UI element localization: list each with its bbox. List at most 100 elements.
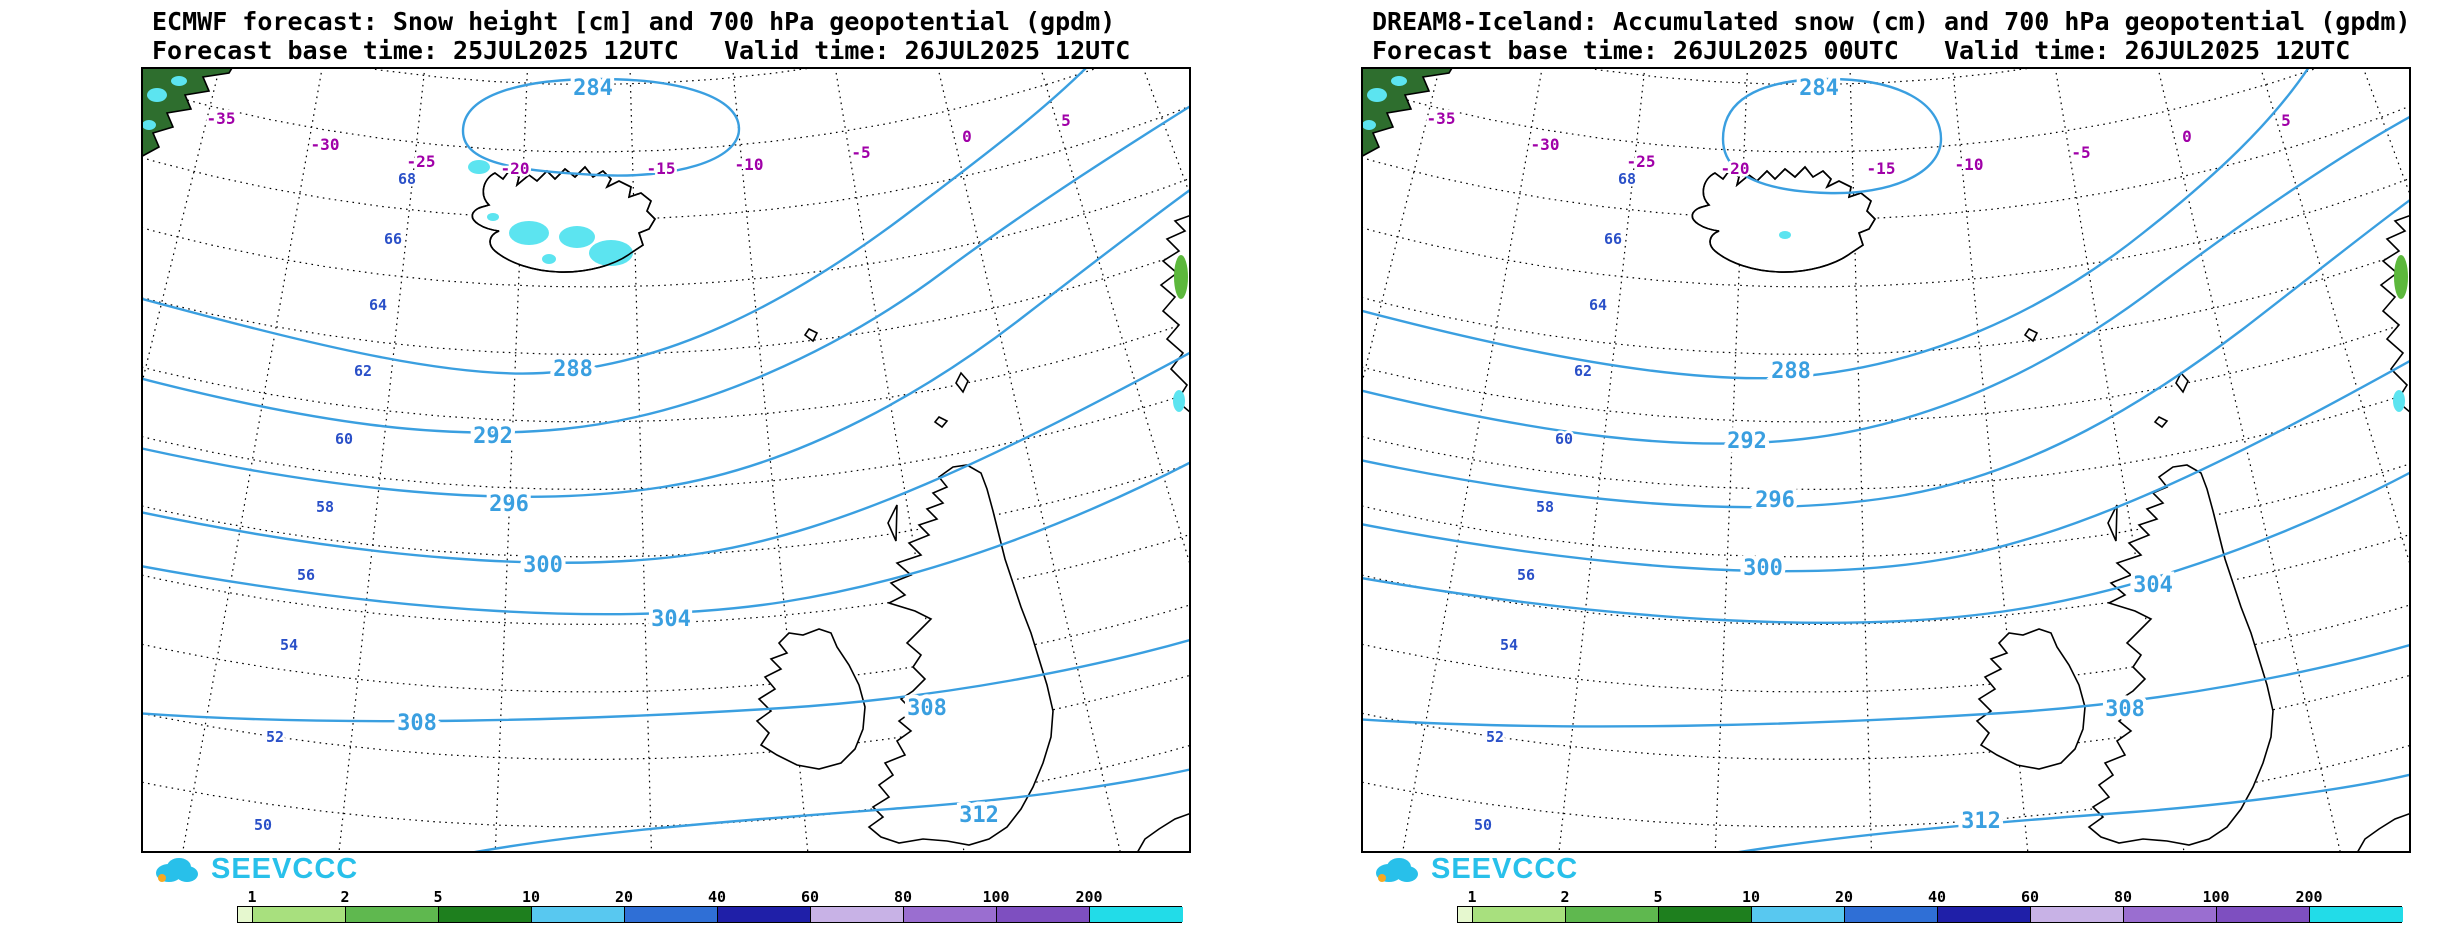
legend-tick-label: 60 xyxy=(800,888,820,906)
legend-tick-label: 10 xyxy=(521,888,541,906)
legend-segment xyxy=(1090,907,1183,922)
contour-line xyxy=(141,67,1089,375)
contour-labels: 284 288 292 296 300 304 308 308 312 xyxy=(393,72,1003,832)
legend-segment xyxy=(2310,907,2403,922)
contour-line xyxy=(1726,773,2411,853)
longitude-label: -15 xyxy=(1867,159,1896,178)
snow-area xyxy=(1367,88,1387,102)
legend-segment xyxy=(1938,907,2031,922)
contour-line xyxy=(1361,114,2411,445)
legend-tick-label: 10 xyxy=(1741,888,1761,906)
map-border xyxy=(141,67,1191,853)
latitude-line xyxy=(141,533,1191,626)
contour-label: 284 xyxy=(1799,76,1839,101)
contour-line xyxy=(463,768,1191,853)
great-britain-coast xyxy=(2087,464,2274,846)
longitude-label: -5 xyxy=(851,143,870,162)
legend-segment xyxy=(997,907,1090,922)
panel-ecmwf: ECMWF forecast: Snow height [cm] and 700… xyxy=(141,7,1191,923)
contour-label: 292 xyxy=(1727,429,1767,454)
meridian-line xyxy=(494,67,529,853)
longitude-label: 5 xyxy=(2281,111,2291,130)
snow-area xyxy=(142,120,156,130)
contour-label: 312 xyxy=(959,803,999,828)
snow-area xyxy=(542,254,556,264)
contour-line xyxy=(1721,77,1943,195)
legend-segment xyxy=(811,907,904,922)
island-coast xyxy=(2175,371,2189,394)
legend-tick-label: 1 xyxy=(1467,888,1477,906)
contour-line xyxy=(1361,643,2411,728)
geopotential-contours xyxy=(141,67,1191,853)
latitude-label: 60 xyxy=(335,430,353,448)
iceland-coast-outline xyxy=(471,165,657,273)
latitude-line xyxy=(1361,674,2411,761)
legend-segment xyxy=(253,907,346,922)
legend-tick-label: 200 xyxy=(1075,888,1103,906)
snow-area xyxy=(589,240,633,266)
longitude-label: -30 xyxy=(311,135,340,154)
latitude-line xyxy=(1361,320,2411,423)
snow-area xyxy=(559,226,595,248)
meridian-line xyxy=(1714,67,1749,853)
contour-line xyxy=(461,77,741,177)
contour-labels: 284 288 292 296 300 304 308 312 xyxy=(1723,72,2177,838)
latitude-label: 54 xyxy=(280,636,298,654)
longitude-label: 0 xyxy=(962,127,972,146)
longitude-labels: -35 -30 -25 -20 -15 -10 -5 0 5 xyxy=(1424,107,2293,181)
meridian-line xyxy=(181,67,323,853)
legend-tick-label: 40 xyxy=(707,888,727,906)
contour-label: 300 xyxy=(523,553,563,578)
meridian-line xyxy=(2054,67,2185,853)
contour-label: 288 xyxy=(553,357,593,382)
longitude-label: -20 xyxy=(1721,159,1750,178)
contour-label: 312 xyxy=(1961,809,2001,834)
latitude-labels: 68 66 64 62 60 58 56 54 52 50 xyxy=(1471,168,1638,837)
latitude-labels: 68 66 64 62 60 58 56 54 52 50 xyxy=(251,168,418,837)
meridian-line xyxy=(937,67,1122,853)
cloud-logo-icon xyxy=(156,858,198,882)
legend-segment xyxy=(1458,907,1473,922)
latitude-line xyxy=(1361,105,2411,221)
legend-tick-label: 80 xyxy=(2113,888,2133,906)
latitude-label: 62 xyxy=(354,362,372,380)
seevccc-logo: SEEVCCC xyxy=(150,852,358,886)
longitude-label: -10 xyxy=(735,155,764,174)
snow-area xyxy=(147,88,167,102)
legend-segment xyxy=(1752,907,1845,922)
legend-tick-label: 20 xyxy=(1834,888,1854,906)
map-border xyxy=(1361,67,2411,853)
longitude-labels: -35 -30 -25 -20 -15 -10 -5 0 5 xyxy=(204,107,1073,181)
map-title: ECMWF forecast: Snow height [cm] and 700… xyxy=(152,7,1116,36)
island-coast xyxy=(803,327,819,343)
latitude-line xyxy=(1361,533,2411,626)
contour-label: 288 xyxy=(1771,359,1811,384)
legend-segment xyxy=(238,907,253,922)
snow-legend: 1 2 5 10 20 40 60 80 100 200 xyxy=(1457,888,2403,925)
iceland-coast-outline xyxy=(1691,165,1877,273)
map-title: DREAM8-Iceland: Accumulated snow (cm) an… xyxy=(1372,7,2411,36)
legend-tick-label: 100 xyxy=(982,888,1010,906)
legend-segment xyxy=(1473,907,1566,922)
latitude-line xyxy=(141,674,1191,761)
longitude-label: -35 xyxy=(1427,109,1456,128)
island-coast xyxy=(933,415,949,429)
legend-tick-label: 5 xyxy=(433,888,443,906)
legend-segment xyxy=(439,907,532,922)
latitude-label: 66 xyxy=(384,230,402,248)
contour-label: 308 xyxy=(2105,697,2145,722)
snow-area xyxy=(509,221,549,245)
latitude-label: 52 xyxy=(1486,728,1504,746)
meridian-line xyxy=(834,67,965,853)
snow-area xyxy=(487,213,499,221)
legend-tick-label: 40 xyxy=(1927,888,1947,906)
legend-tick-label: 80 xyxy=(893,888,913,906)
norway-green-patch xyxy=(1174,255,1188,299)
latitude-label: 66 xyxy=(1604,230,1622,248)
logo-text: SEEVCCC xyxy=(1431,852,1579,885)
contour-line xyxy=(1361,67,2311,380)
legend-segment xyxy=(532,907,625,922)
